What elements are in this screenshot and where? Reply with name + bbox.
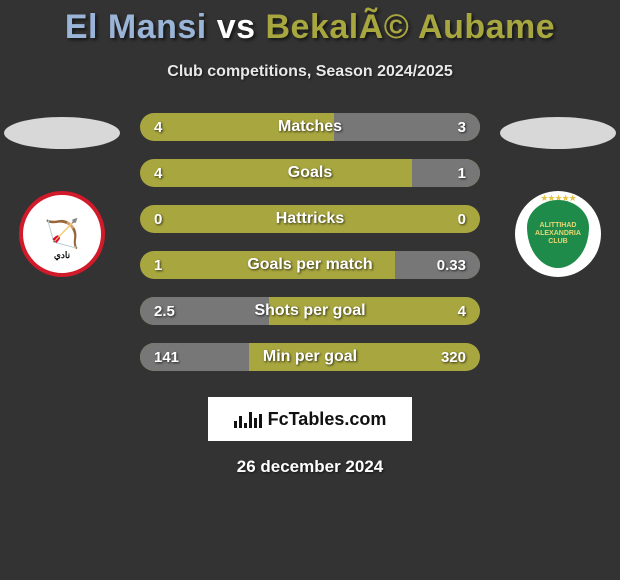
brand-bars-icon — [234, 410, 262, 428]
brand-bar — [249, 412, 252, 428]
stat-value-right: 0 — [458, 211, 466, 228]
stats-column: 4Matches3 4Goals1 0Hattricks0 1Goals per ma… — [122, 113, 498, 389]
right-side: ★★★★★ ALITTIHAD ALEXANDRIA CLUB — [498, 113, 618, 277]
stat-value-left: 4 — [154, 165, 162, 182]
stat-value-right: 320 — [441, 349, 466, 366]
main-comparison: 🏹 نادي 4Matches3 4Goals1 0Hattricks0 1Goals… — [0, 113, 620, 389]
stat-row: 2.5Shots per goal4 — [140, 297, 480, 325]
brand-bar — [234, 421, 237, 428]
archer-icon: 🏹 — [45, 220, 80, 248]
left-side: 🏹 نادي — [2, 113, 122, 277]
brand-text: FcTables.com — [268, 409, 387, 430]
crest-left-label: نادي — [54, 250, 70, 261]
stat-label: Hattricks — [140, 210, 480, 228]
player1-shadow-ellipse — [4, 117, 120, 149]
stat-value-right: 3 — [458, 119, 466, 136]
player2-shadow-ellipse — [500, 117, 616, 149]
stat-row: 4Matches3 — [140, 113, 480, 141]
stat-tail-right — [412, 159, 480, 187]
title-vs: vs — [217, 8, 256, 46]
stat-value-left: 1 — [154, 257, 162, 274]
stat-value-left: 4 — [154, 119, 162, 136]
shield-icon: ALITTIHAD ALEXANDRIA CLUB — [527, 200, 589, 268]
footer-brand-badge[interactable]: FcTables.com — [208, 397, 412, 441]
stat-row: 4Goals1 — [140, 159, 480, 187]
footer-date: 26 december 2024 — [0, 457, 620, 477]
stat-value-left: 2.5 — [154, 303, 175, 320]
player2-club-crest: ★★★★★ ALITTIHAD ALEXANDRIA CLUB — [515, 191, 601, 277]
subtitle: Club competitions, Season 2024/2025 — [0, 63, 620, 81]
brand-bar — [244, 423, 247, 428]
stat-row: 0Hattricks0 — [140, 205, 480, 233]
brand-bar — [259, 414, 262, 428]
stat-value-left: 141 — [154, 349, 179, 366]
page-title: El Mansi vs BekalÃ© Aubame — [0, 0, 620, 47]
brand-bar — [254, 418, 257, 428]
stat-row: 1Goals per match0.33 — [140, 251, 480, 279]
brand-bar — [239, 416, 242, 428]
shield-text: ALITTIHAD ALEXANDRIA CLUB — [527, 222, 589, 245]
stat-value-right: 1 — [458, 165, 466, 182]
player1-club-crest: 🏹 نادي — [19, 191, 105, 277]
title-player1: El Mansi — [65, 8, 207, 46]
stat-row: 141Min per goal320 — [140, 343, 480, 371]
title-player2: BekalÃ© Aubame — [266, 8, 556, 46]
stat-value-right: 4 — [458, 303, 466, 320]
stat-value-left: 0 — [154, 211, 162, 228]
stat-value-right: 0.33 — [437, 257, 466, 274]
